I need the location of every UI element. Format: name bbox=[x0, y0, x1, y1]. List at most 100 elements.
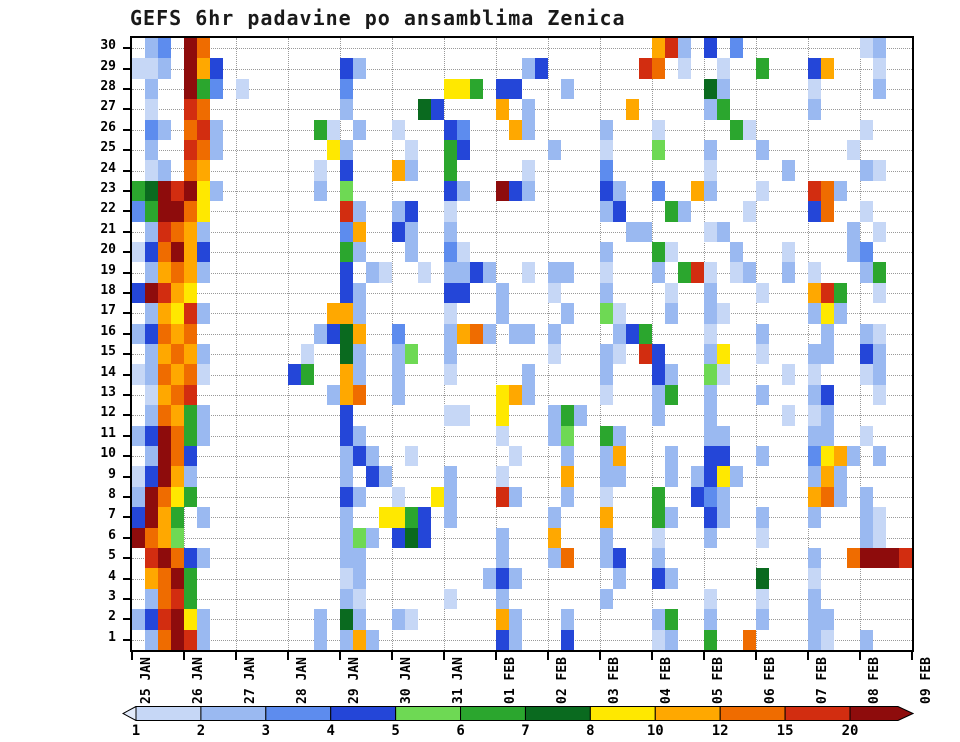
heatmap-cell bbox=[158, 344, 171, 365]
heatmap-cell bbox=[197, 629, 210, 650]
heatmap-cell bbox=[522, 160, 535, 181]
heatmap-cell bbox=[197, 140, 210, 161]
heatmap-cell bbox=[522, 99, 535, 120]
heatmap-cell bbox=[184, 446, 197, 467]
heatmap-cell bbox=[171, 629, 184, 650]
heatmap-cell bbox=[340, 446, 353, 467]
heatmap-cell bbox=[886, 548, 899, 569]
heatmap-cell bbox=[340, 262, 353, 283]
horizontal-gridline bbox=[132, 48, 912, 50]
heatmap-cell bbox=[873, 364, 886, 385]
horizontal-gridline bbox=[132, 313, 912, 315]
heatmap-cell bbox=[782, 160, 795, 181]
heatmap-cell bbox=[652, 58, 665, 79]
heatmap-cell bbox=[444, 588, 457, 610]
heatmap-cell bbox=[444, 140, 457, 161]
heatmap-cell bbox=[600, 201, 613, 222]
heatmap-cell bbox=[236, 78, 249, 100]
heatmap-cell bbox=[392, 486, 405, 508]
y-tick bbox=[123, 598, 130, 600]
heatmap-cell bbox=[808, 466, 821, 487]
heatmap-cell bbox=[366, 527, 379, 548]
heatmap-cell bbox=[600, 466, 613, 487]
y-axis-label: 12 bbox=[100, 405, 116, 421]
heatmap-cell bbox=[145, 344, 158, 365]
heatmap-cell bbox=[366, 262, 379, 283]
heatmap-cell bbox=[184, 38, 197, 59]
heatmap-cell bbox=[509, 119, 522, 140]
heatmap-cell bbox=[145, 568, 158, 589]
heatmap-cell bbox=[496, 78, 509, 100]
heatmap-cell bbox=[483, 262, 496, 283]
heatmap-cell bbox=[197, 262, 210, 283]
horizontal-gridline bbox=[132, 211, 912, 213]
heatmap-cell bbox=[678, 38, 691, 59]
heatmap-cell bbox=[561, 548, 574, 569]
heatmap-cell bbox=[314, 323, 327, 344]
heatmap-cell bbox=[496, 486, 509, 508]
heatmap-cell bbox=[340, 344, 353, 365]
heatmap-cell bbox=[353, 588, 366, 610]
heatmap-cell bbox=[301, 344, 314, 365]
heatmap-cell bbox=[860, 629, 873, 650]
heatmap-cell bbox=[561, 446, 574, 467]
heatmap-cell bbox=[496, 466, 509, 487]
horizontal-gridline bbox=[132, 252, 912, 254]
heatmap-cell bbox=[808, 364, 821, 385]
x-axis-label: 06 FEB bbox=[763, 657, 778, 704]
heatmap-cell bbox=[353, 344, 366, 365]
heatmap-cell bbox=[392, 221, 405, 242]
heatmap-cell bbox=[353, 221, 366, 242]
heatmap-cell bbox=[457, 405, 470, 426]
heatmap-cell bbox=[652, 486, 665, 508]
horizontal-gridline bbox=[132, 639, 912, 641]
heatmap-cell bbox=[444, 323, 457, 344]
heatmap-cell bbox=[652, 629, 665, 650]
heatmap-cell bbox=[496, 405, 509, 426]
y-axis-label: 11 bbox=[100, 425, 116, 441]
horizontal-gridline bbox=[132, 476, 912, 478]
colorbar-label: 8 bbox=[586, 723, 595, 739]
heatmap-cell bbox=[756, 568, 769, 589]
heatmap-cell bbox=[158, 466, 171, 487]
heatmap-cell bbox=[210, 180, 223, 202]
heatmap-cell bbox=[665, 242, 678, 263]
heatmap-cell bbox=[158, 629, 171, 650]
heatmap-cell bbox=[340, 405, 353, 426]
heatmap-cell bbox=[496, 527, 509, 548]
heatmap-cell bbox=[496, 548, 509, 569]
heatmap-cell bbox=[860, 119, 873, 140]
heatmap-cell bbox=[184, 180, 197, 202]
heatmap-cell bbox=[626, 221, 639, 242]
heatmap-cell bbox=[704, 466, 717, 487]
heatmap-cell bbox=[821, 446, 834, 467]
y-tick bbox=[123, 618, 130, 621]
heatmap-cell bbox=[743, 119, 756, 140]
heatmap-cell bbox=[821, 405, 834, 426]
heatmap-cell bbox=[782, 262, 795, 283]
x-axis-label: 30 JAN bbox=[399, 657, 414, 704]
heatmap-cell bbox=[509, 568, 522, 589]
heatmap-cell bbox=[301, 364, 314, 385]
heatmap-cell bbox=[171, 221, 184, 242]
heatmap-cell bbox=[678, 262, 691, 283]
heatmap-cell bbox=[314, 180, 327, 202]
heatmap-cell bbox=[145, 323, 158, 344]
heatmap-cell bbox=[561, 425, 574, 446]
heatmap-cell bbox=[704, 140, 717, 161]
heatmap-cell bbox=[145, 466, 158, 487]
heatmap-cell bbox=[184, 344, 197, 365]
y-axis-label: 4 bbox=[108, 568, 116, 584]
heatmap-cell bbox=[457, 119, 470, 140]
colorbar-label: 10 bbox=[646, 723, 664, 739]
colorbar bbox=[121, 705, 915, 722]
heatmap-cell bbox=[353, 548, 366, 569]
heatmap-cell bbox=[340, 507, 353, 528]
heatmap-cell bbox=[704, 78, 717, 100]
heatmap-cell bbox=[184, 548, 197, 569]
heatmap-cell bbox=[860, 323, 873, 344]
heatmap-cell bbox=[496, 425, 509, 446]
heatmap-cell bbox=[561, 405, 574, 426]
heatmap-cell bbox=[652, 548, 665, 569]
x-tick bbox=[547, 652, 549, 660]
